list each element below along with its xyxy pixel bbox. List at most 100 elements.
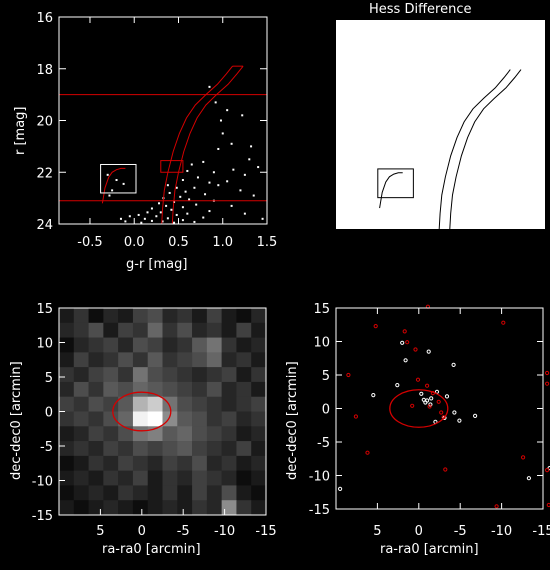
density-cell xyxy=(206,485,222,501)
star-point xyxy=(181,179,184,182)
density-cell xyxy=(73,470,89,486)
density-cell xyxy=(177,455,193,471)
density-cell xyxy=(251,411,267,427)
star-point xyxy=(106,173,109,176)
density-cell xyxy=(177,470,193,486)
density-cell xyxy=(147,308,163,324)
density-cell xyxy=(132,411,149,427)
density-cell xyxy=(251,485,267,501)
density-cell xyxy=(177,485,193,501)
horizontal-branch-track xyxy=(101,167,126,204)
x-tick-label: 1.5 xyxy=(257,235,278,250)
density-cell xyxy=(251,455,267,471)
density-cell xyxy=(103,485,119,501)
star-point xyxy=(217,147,220,150)
star-point xyxy=(208,85,211,88)
density-cell xyxy=(59,396,75,412)
density-cell xyxy=(236,322,252,338)
density-overlay xyxy=(112,391,172,432)
density-cell xyxy=(132,337,149,353)
star-marker-red xyxy=(346,372,351,378)
density-ylabel: dec-dec0 [arcmin] xyxy=(9,361,24,480)
cmd-ylabel: r [mag] xyxy=(13,106,28,155)
density-cell xyxy=(118,455,134,471)
density-cell xyxy=(192,500,208,516)
density-cell xyxy=(118,500,134,516)
star-point xyxy=(170,208,173,211)
isochrone-left-edge xyxy=(161,65,233,225)
star-point xyxy=(175,186,178,189)
star-marker-white xyxy=(429,396,434,401)
y-tick-label: -15 xyxy=(32,509,53,524)
density-cell xyxy=(251,396,267,412)
density-cell xyxy=(103,470,119,486)
density-cell xyxy=(206,441,222,457)
star-point xyxy=(241,114,244,117)
density-cell xyxy=(251,367,267,383)
density-cell xyxy=(236,426,252,442)
star-point xyxy=(243,212,246,215)
star-point xyxy=(248,158,251,161)
density-cell xyxy=(162,470,178,486)
star-point xyxy=(108,194,111,197)
star-point xyxy=(143,217,146,220)
star-point xyxy=(184,190,187,193)
density-cell xyxy=(236,485,252,501)
density-cell xyxy=(59,455,75,471)
y-tick-label: 24 xyxy=(36,218,53,233)
density-cell xyxy=(118,352,134,368)
y-tick-label: 22 xyxy=(36,166,53,181)
density-cell xyxy=(147,485,163,501)
density-cell xyxy=(88,441,104,457)
density-cell xyxy=(192,381,208,398)
star-point xyxy=(193,186,196,189)
density-cell xyxy=(236,500,252,516)
star-point xyxy=(146,211,149,214)
density-cell xyxy=(206,411,222,427)
star-point xyxy=(115,179,118,182)
density-cell xyxy=(147,322,163,338)
density-cell xyxy=(221,308,237,324)
density-cell xyxy=(251,308,267,324)
density-cell xyxy=(236,308,252,324)
star-point xyxy=(188,198,191,201)
density-cell xyxy=(73,337,89,353)
density-cell xyxy=(236,352,252,368)
density-cell xyxy=(221,352,237,368)
density-cell xyxy=(251,426,267,442)
hess-isochrone-left xyxy=(438,69,511,230)
density-cell xyxy=(221,396,237,412)
density-cell xyxy=(132,322,149,338)
star-point xyxy=(193,220,196,223)
density-cell xyxy=(59,352,75,368)
star-point xyxy=(165,204,168,207)
density-cell xyxy=(118,411,134,427)
density-cell xyxy=(132,500,149,516)
density-cell xyxy=(192,441,208,457)
density-cell xyxy=(88,485,104,501)
density-cell xyxy=(103,352,119,368)
star-marker-red xyxy=(415,377,421,382)
density-cell xyxy=(147,470,163,486)
cmd-ticks: -0.5 0.0 0.5 1.0 1.5 16 18 20 22 24 xyxy=(36,11,277,250)
density-cell xyxy=(73,455,89,471)
density-cell xyxy=(162,500,178,516)
density-cell xyxy=(88,308,104,324)
density-cell xyxy=(103,308,119,324)
y-tick-label: 20 xyxy=(36,115,53,130)
density-cell xyxy=(88,500,104,516)
density-cell xyxy=(73,441,89,457)
density-cell xyxy=(103,441,119,457)
density-cell xyxy=(118,381,134,398)
density-ticks: 5 0 -5 -10 -15 15 10 5 0 -5 -10 -15 xyxy=(32,302,277,539)
star-marker-red xyxy=(427,404,432,409)
density-cell xyxy=(118,485,134,501)
star-point xyxy=(168,191,171,194)
density-cell xyxy=(88,455,104,471)
star-marker-white xyxy=(338,486,343,491)
star-point xyxy=(166,217,169,220)
density-cell xyxy=(192,337,208,353)
star-point xyxy=(186,169,189,172)
density-cell xyxy=(251,470,267,486)
